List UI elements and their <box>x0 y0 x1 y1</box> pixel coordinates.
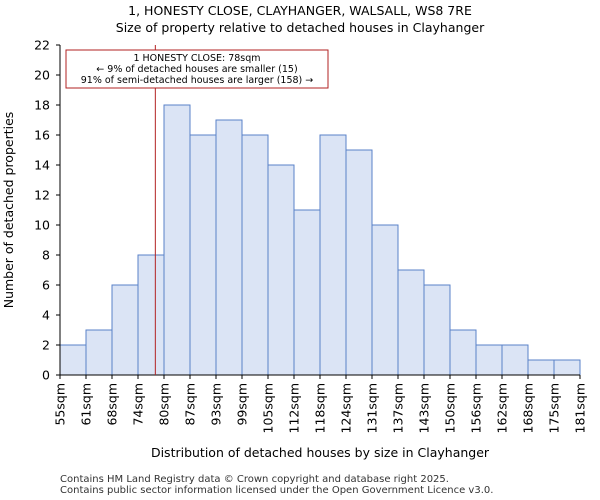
y-tick-label: 4 <box>42 308 50 323</box>
x-tick-label: 61sqm <box>79 383 94 426</box>
bar-80sqm <box>163 104 191 376</box>
bar-175sqm <box>553 359 581 376</box>
chart-title: 1, HONESTY CLOSE, CLAYHANGER, WALSALL, W… <box>128 3 472 18</box>
bar-162sqm <box>501 344 529 376</box>
bar-137sqm <box>397 269 425 376</box>
bar-99sqm <box>241 134 269 376</box>
x-tick-label: 168sqm <box>521 383 536 433</box>
annotation-line-3: 91% of semi-detached houses are larger (… <box>81 75 314 86</box>
bar-87sqm <box>189 134 217 376</box>
x-tick-label: 99sqm <box>235 383 250 426</box>
x-tick-label: 131sqm <box>365 383 380 433</box>
x-tick-label: 55sqm <box>53 383 68 426</box>
annotation-box <box>65 49 329 89</box>
footer-line-1: Contains HM Land Registry data © Crown c… <box>60 474 449 485</box>
x-tick-label: 93sqm <box>209 383 224 426</box>
y-tick-label: 18 <box>34 98 50 113</box>
y-tick-label: 6 <box>42 278 50 293</box>
x-tick-label: 68sqm <box>105 383 120 426</box>
y-axis-label: Number of detached properties <box>1 112 16 309</box>
bar-55sqm <box>59 344 87 376</box>
x-tick-label: 112sqm <box>287 383 302 433</box>
x-tick-label: 175sqm <box>547 383 562 433</box>
x-tick-label: 74sqm <box>131 383 146 426</box>
annotation-line-1: 1 HONESTY CLOSE: 78sqm <box>133 53 260 64</box>
annotation-line-2: ← 9% of detached houses are smaller (15) <box>96 64 297 75</box>
bar-150sqm <box>449 329 477 376</box>
bar-93sqm <box>215 119 243 376</box>
y-tick-label: 16 <box>34 128 50 143</box>
y-tick-label: 2 <box>42 338 50 353</box>
bar-112sqm <box>293 209 321 376</box>
y-tick-label: 8 <box>42 248 50 263</box>
x-tick-label: 181sqm <box>573 383 588 433</box>
bar-168sqm <box>527 359 555 376</box>
bar-143sqm <box>423 284 451 376</box>
chart-subtitle: Size of property relative to detached ho… <box>115 20 485 35</box>
x-tick-label: 118sqm <box>313 383 328 433</box>
y-tick-label: 22 <box>34 38 50 53</box>
x-tick-label: 137sqm <box>391 383 406 433</box>
y-tick-label: 14 <box>34 158 50 173</box>
x-tick-label: 80sqm <box>157 383 172 426</box>
x-tick-label: 124sqm <box>339 383 354 433</box>
x-tick-label: 156sqm <box>469 383 484 433</box>
bar-74sqm <box>137 254 165 376</box>
bar-156sqm <box>475 344 503 376</box>
bar-124sqm <box>345 149 373 376</box>
x-tick-label: 105sqm <box>261 383 276 433</box>
y-tick-label: 12 <box>34 188 50 203</box>
x-tick-label: 143sqm <box>417 383 432 433</box>
bar-105sqm <box>267 164 295 376</box>
bar-68sqm <box>111 284 139 376</box>
y-tick-label: 10 <box>34 218 50 233</box>
x-tick-label: 87sqm <box>183 383 198 426</box>
y-tick-label: 20 <box>34 68 50 83</box>
bar-118sqm <box>319 134 347 376</box>
x-tick-label: 162sqm <box>495 383 510 433</box>
footer-line-2: Contains public sector information licen… <box>60 485 494 496</box>
x-tick-label: 150sqm <box>443 383 458 433</box>
y-tick-label: 0 <box>42 368 50 383</box>
bar-61sqm <box>85 329 113 376</box>
x-axis-label: Distribution of detached houses by size … <box>151 445 490 460</box>
bar-131sqm <box>371 224 399 376</box>
